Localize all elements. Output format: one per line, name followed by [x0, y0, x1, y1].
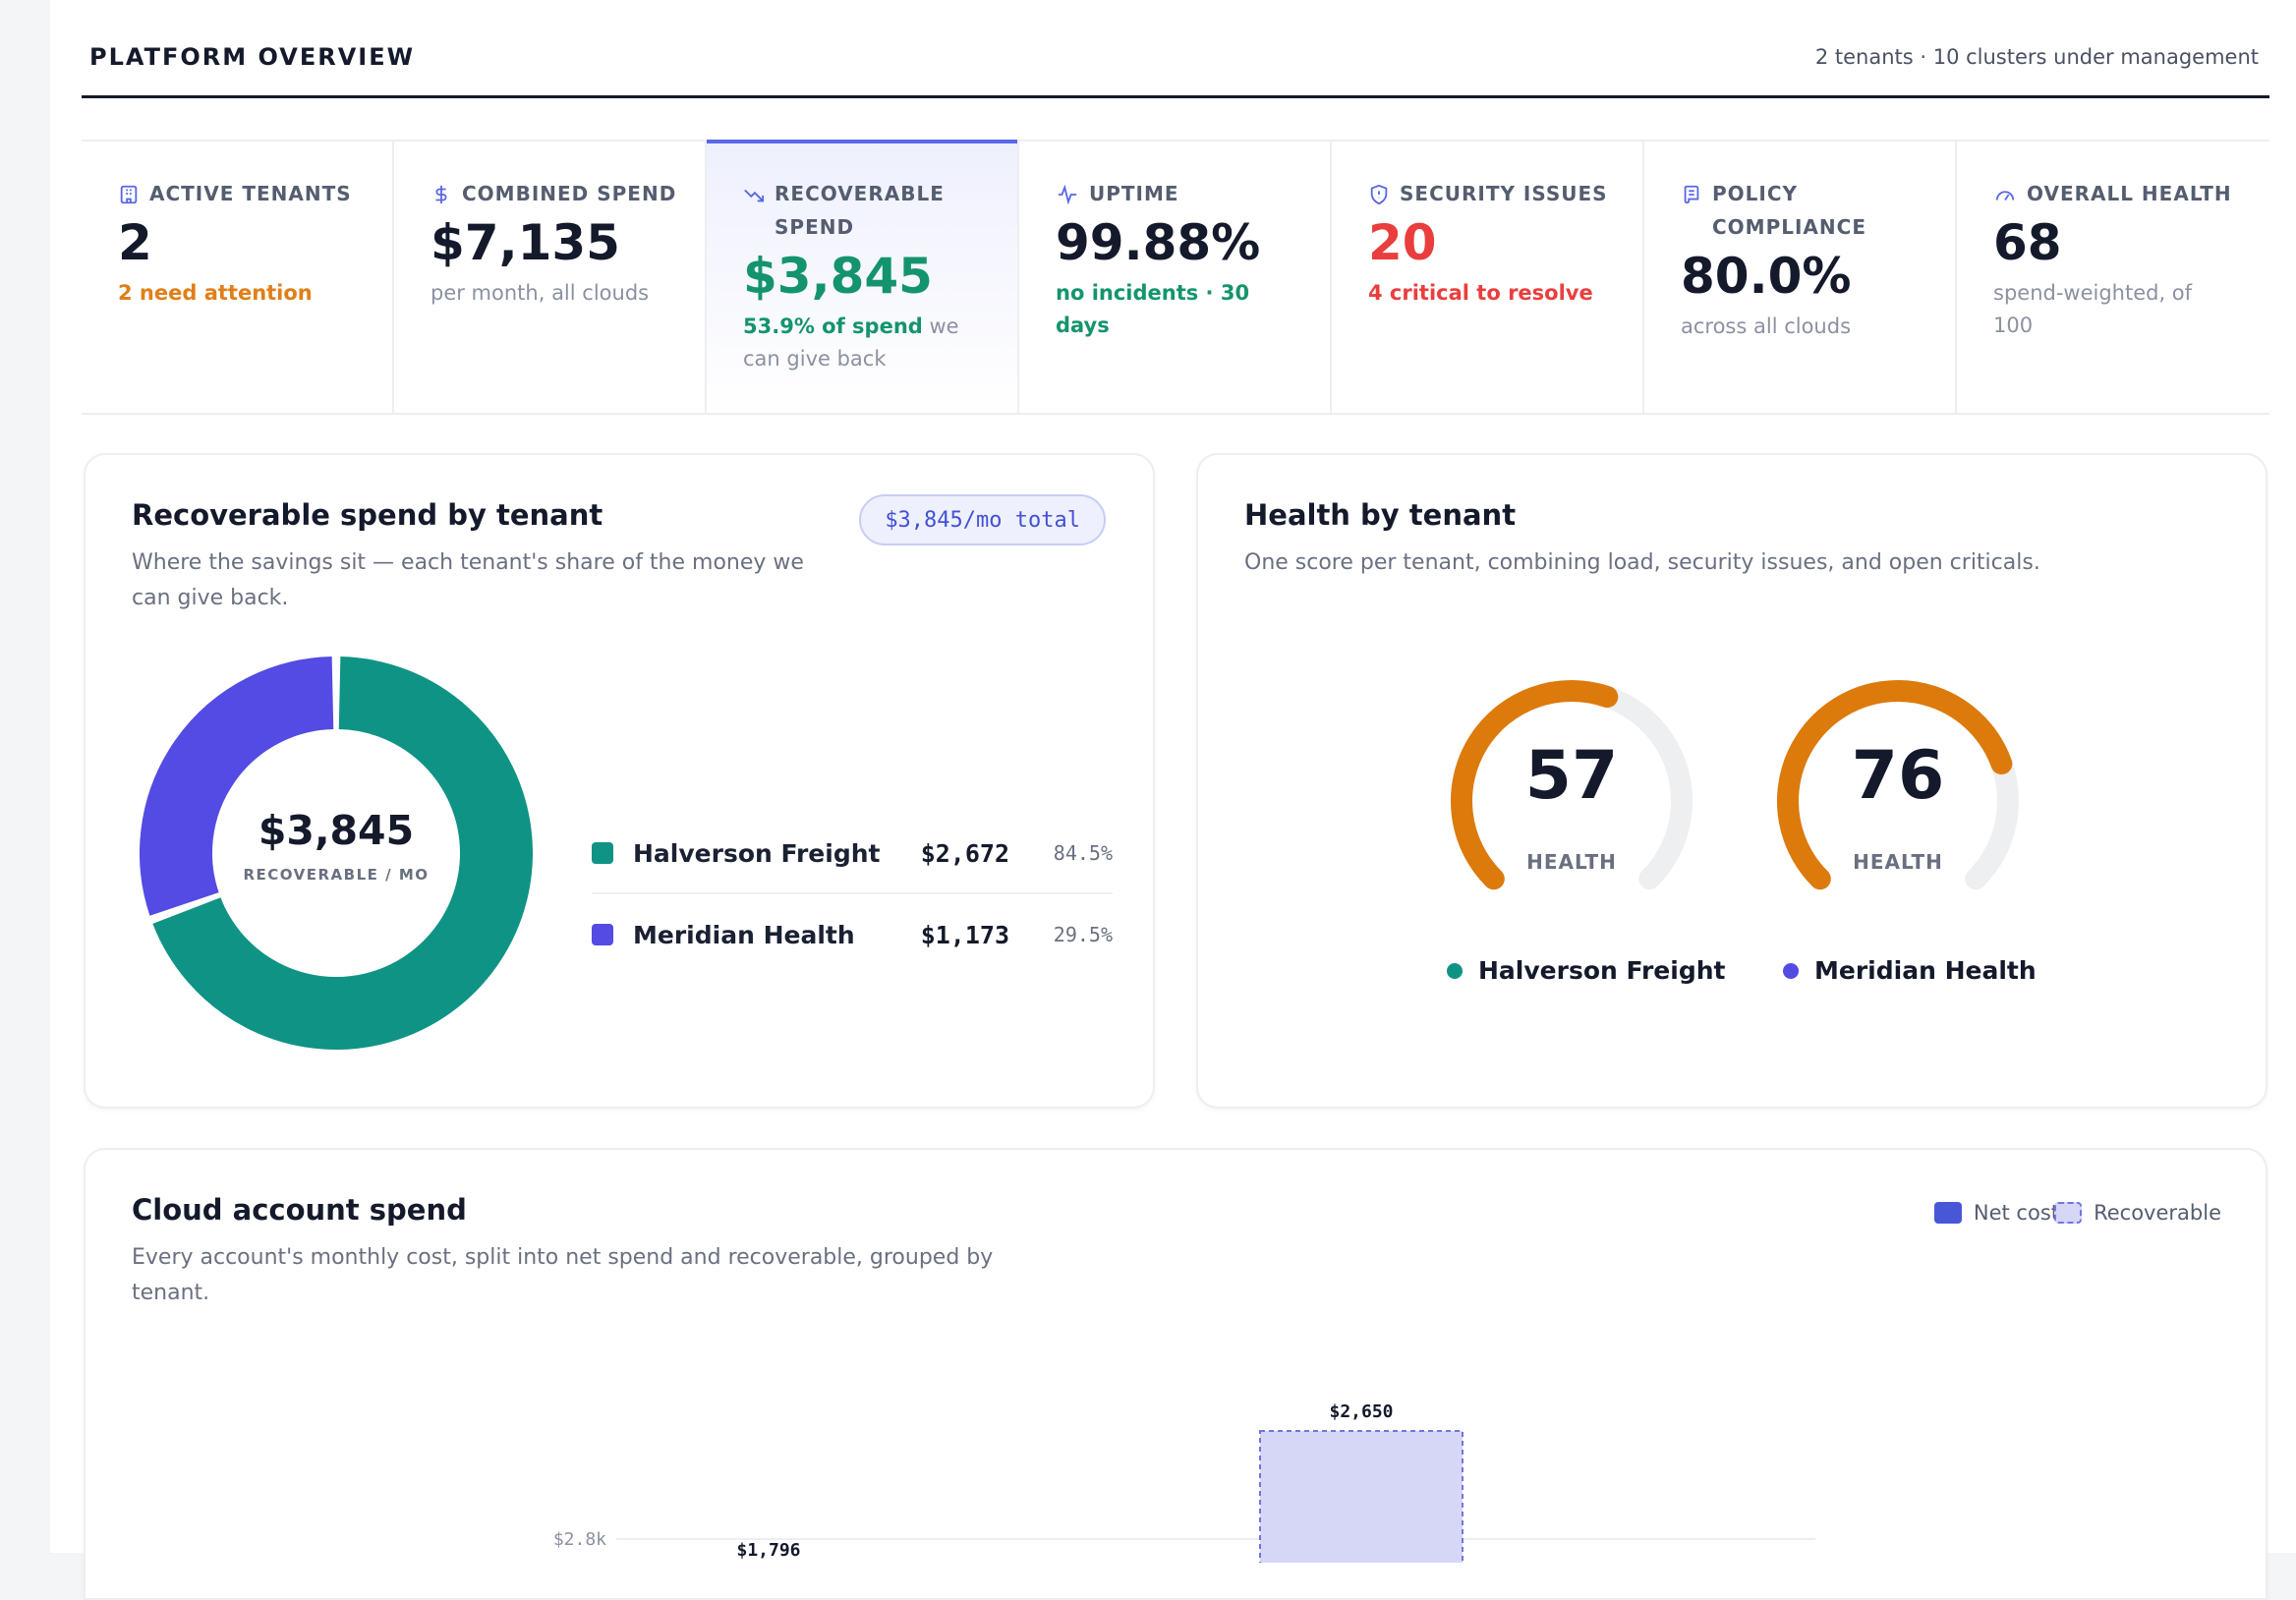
legend-recoverable[interactable]: Recoverable: [2054, 1201, 2221, 1225]
kpi-value: 68: [1993, 214, 2062, 271]
kpi-label: POLICY COMPLIANCE: [1712, 182, 1866, 239]
kpi-note: across all clouds: [1681, 314, 1852, 338]
kpi-label: UPTIME: [1089, 182, 1179, 205]
page-title: PLATFORM OVERVIEW: [89, 43, 416, 71]
donut-chart: $3,845 RECOVERABLE / MO: [140, 657, 533, 1050]
legend-swatch: [2054, 1202, 2083, 1224]
bar-chart: $2.8k $1,796 $2,650: [553, 1401, 1815, 1563]
bar-value-label: $1,796: [736, 1540, 800, 1561]
card-description: Where the savings sit — each tenant's sh…: [132, 550, 804, 610]
legend-tenant-name: Meridian Health: [633, 920, 855, 949]
kpi-note-strong: 53.9% of spend: [743, 314, 923, 338]
card-description: One score per tenant, combining load, se…: [1244, 550, 2040, 575]
legend-percent: 29.5%: [1053, 923, 1113, 946]
dollar-icon: [435, 185, 447, 204]
kpi-combined-spend[interactable]: COMBINED SPEND $7,135 per month, all clo…: [394, 142, 707, 413]
bar-recoverable[interactable]: [1259, 1430, 1464, 1563]
gauge-label: HEALTH: [1526, 850, 1617, 874]
gauge-tenant-meridian: Meridian Health: [1783, 956, 2037, 985]
kpi-value: 20: [1368, 214, 1437, 271]
scroll-icon: [1684, 185, 1699, 204]
kpi-note: 53.9% of spend we can give back: [743, 311, 994, 375]
gauge-arc[interactable]: [1777, 680, 2013, 890]
kpi-recoverable-spend[interactable]: RECOVERABLE SPEND $3,845 53.9% of spend …: [707, 140, 1019, 413]
kpi-value: 99.88%: [1056, 214, 1261, 271]
building-icon: [120, 185, 138, 204]
kpi-overall-health[interactable]: OVERALL HEALTH 68 spend-weighted, of 100: [1957, 142, 2269, 413]
card-title: Recoverable spend by tenant: [132, 498, 603, 532]
gauge-svg: [1777, 680, 2019, 890]
kpi-active-tenants[interactable]: ACTIVE TENANTS 2 2 need attention: [82, 142, 394, 413]
kpi-value: $7,135: [430, 214, 620, 271]
donut-center-value: $3,845: [258, 807, 415, 854]
tenant-name: Halverson Freight: [1478, 956, 1726, 985]
donut-slice-halverson[interactable]: [152, 657, 533, 1050]
donut-slice-meridian[interactable]: [140, 657, 335, 916]
gauge-tenant-halverson: Halverson Freight: [1447, 956, 1725, 985]
kpi-row: ACTIVE TENANTS 2 2 need attention COMBIN…: [82, 140, 2269, 415]
kpi-label: COMBINED SPEND: [462, 182, 677, 205]
health-by-tenant-card: Health by tenant One score per tenant, c…: [1196, 453, 2267, 1109]
kpi-value: 2: [118, 214, 152, 271]
card-title: Health by tenant: [1244, 498, 1517, 532]
total-pill: $3,845/mo total: [859, 494, 1106, 545]
tenant-name: Meridian Health: [1814, 956, 2037, 985]
page-subtitle: 2 tenants · 10 clusters under management: [1814, 45, 2259, 69]
gauge-arc[interactable]: [1451, 680, 1619, 890]
legend-label: Recoverable: [2094, 1201, 2221, 1225]
legend-swatch: [592, 842, 613, 864]
kpi-note: spend-weighted, of 100: [1993, 281, 2193, 337]
gauge-value: 57: [1524, 737, 1619, 815]
kpi-uptime[interactable]: UPTIME 99.88% no incidents · 30 days: [1019, 142, 1332, 413]
legend-swatch: [592, 924, 613, 945]
legend-row-halverson[interactable]: Halverson Freight $2,672 84.5%: [592, 814, 1113, 894]
kpi-security-issues[interactable]: SECURITY ISSUES 20 4 critical to resolve: [1332, 142, 1644, 413]
kpi-policy-compliance[interactable]: POLICY COMPLIANCE 80.0% across all cloud…: [1644, 142, 1957, 413]
shield-icon: [1370, 184, 1388, 205]
kpi-note: per month, all clouds: [430, 281, 650, 305]
tenant-dot: [1783, 962, 1799, 979]
gauge-label: HEALTH: [1853, 850, 1943, 874]
donut-center-label: RECOVERABLE / MO: [243, 866, 430, 884]
legend-swatch: [1933, 1202, 1962, 1224]
recoverable-spend-card: Recoverable spend by tenant Where the sa…: [84, 453, 1155, 1109]
donut-svg: [140, 657, 533, 1050]
card-title: Cloud account spend: [132, 1193, 467, 1227]
gauge-meridian: 76 HEALTH: [1760, 673, 2036, 909]
gauge-halverson: 57 HEALTH: [1434, 673, 1709, 909]
card-description: Every account's monthly cost, split into…: [132, 1245, 994, 1305]
kpi-label: ACTIVE TENANTS: [149, 182, 352, 205]
kpi-value: $3,845: [743, 248, 933, 305]
legend-label: Net cost: [1973, 1201, 2059, 1225]
kpi-note: no incidents · 30 days: [1056, 281, 1250, 337]
legend-row-meridian[interactable]: Meridian Health $1,173 29.5%: [592, 895, 1113, 974]
kpi-value: 80.0%: [1681, 248, 1852, 305]
kpi-note: 2 need attention: [118, 281, 313, 305]
gauge-icon: [1995, 191, 2015, 201]
kpi-note-rest: we can give back: [743, 314, 959, 371]
gauge-value: 76: [1851, 737, 1945, 815]
legend-amount: $1,173: [920, 920, 1009, 949]
legend-percent: 84.5%: [1053, 841, 1113, 865]
kpi-label: SECURITY ISSUES: [1400, 182, 1608, 205]
legend-net-cost[interactable]: Net cost: [1933, 1201, 2059, 1225]
header-divider: [82, 95, 2269, 98]
cloud-account-spend-card: Cloud account spend Every account's mont…: [84, 1148, 2267, 1600]
legend-amount: $2,672: [920, 838, 1009, 868]
kpi-label: RECOVERABLE SPEND: [775, 182, 945, 239]
trend-down-icon: [744, 189, 765, 202]
pulse-icon: [1058, 184, 1077, 205]
legend-tenant-name: Halverson Freight: [633, 838, 881, 868]
gauge-svg: [1451, 680, 1693, 890]
bar-value-label: $2,650: [1329, 1401, 1393, 1422]
kpi-note: 4 critical to resolve: [1368, 281, 1593, 305]
y-tick-label: $2.8k: [553, 1529, 606, 1550]
kpi-label: OVERALL HEALTH: [2027, 182, 2232, 205]
tenant-dot: [1447, 962, 1463, 979]
